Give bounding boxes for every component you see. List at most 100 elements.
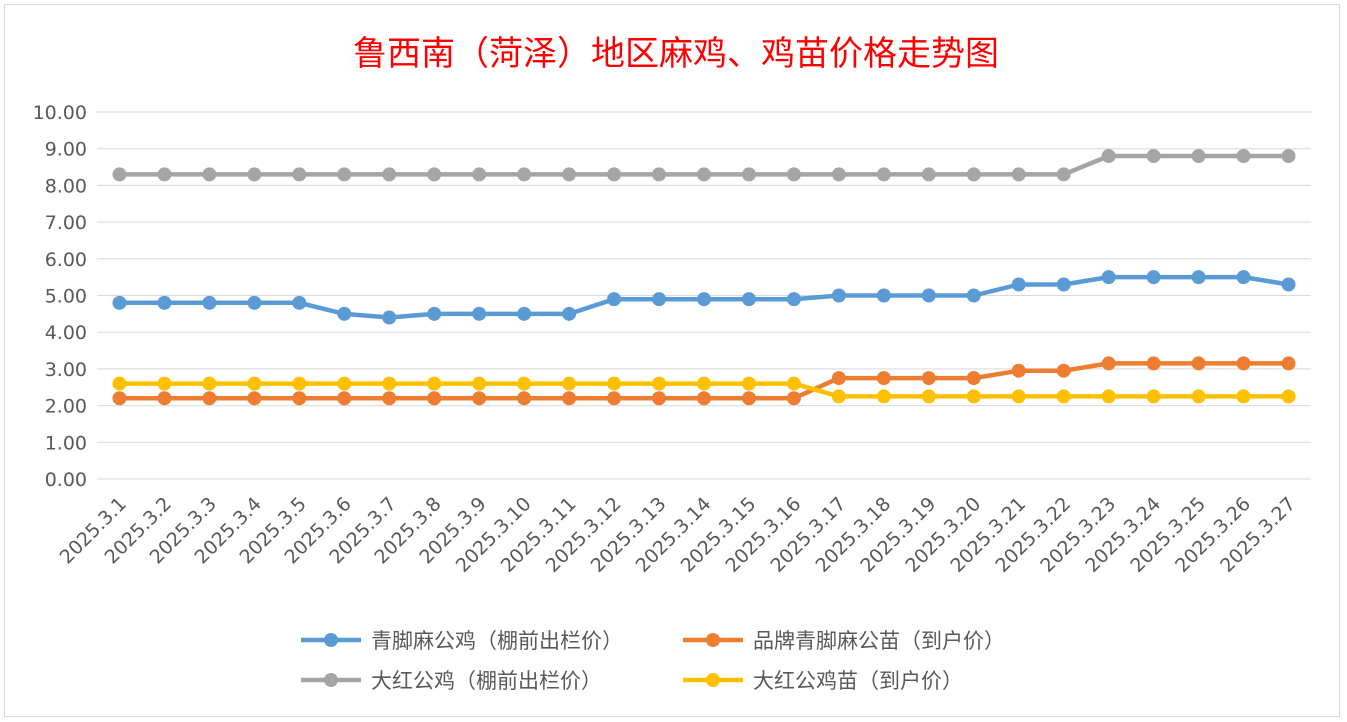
data-point [607,292,622,307]
data-point [697,292,711,307]
y-axis-tick-labels: 0.00 1.00 2.00 3.00 4.00 5.00 6.00 7.00 8.00 9.00… [33,102,87,491]
data-point [157,167,172,182]
y-tick-label: 5.00 [45,286,87,308]
data-point [1236,389,1251,404]
data-point [112,391,127,406]
data-point [786,292,801,307]
data-point [831,167,846,182]
data-point [382,376,397,391]
data-point [382,391,397,406]
data-point [202,391,217,406]
data-point [607,167,622,182]
legend-label: 大红公鸡苗（到户价） [753,669,963,693]
data-point [112,167,127,182]
data-point [876,167,891,182]
y-tick-label: 0.00 [45,469,87,491]
data-point [1011,167,1026,182]
data-point [1281,149,1296,164]
data-point [966,288,981,303]
legend-point-marker [706,633,720,647]
data-point [472,391,487,406]
data-point [517,391,532,406]
data-point [427,391,442,406]
data-point [292,391,307,406]
data-point [517,306,532,321]
data-point [831,389,846,404]
data-point [1011,277,1026,292]
y-tick-label: 4.00 [45,322,87,344]
data-point [607,376,622,391]
data-point [697,376,711,391]
data-point [247,295,262,310]
data-point [247,391,262,406]
data-point [1011,363,1026,378]
data-point [337,306,352,321]
legend-label: 青脚麻公鸡（棚前出栏价） [371,629,623,653]
y-tick-label: 2.00 [45,396,87,418]
data-point [247,376,262,391]
data-point [921,389,936,404]
data-point [157,376,172,391]
legend-item: 品牌青脚麻公苗（到户价） [683,629,1005,653]
data-point [1056,363,1071,378]
data-point [472,167,487,182]
legend-item: 大红公鸡苗（到户价） [683,669,963,693]
data-point [652,292,667,307]
y-tick-label: 8.00 [45,175,87,197]
chart-title: 鲁西南（菏泽）地区麻鸡、鸡苗价格走势图 [353,34,999,74]
data-point [741,167,756,182]
data-point [292,295,307,310]
data-point [247,167,262,182]
data-point [1281,277,1296,292]
legend: 青脚麻公鸡（棚前出栏价） 品牌青脚麻公苗（到户价） 大红公鸡（棚前出栏价） 大红公鸡苗… [301,629,1005,693]
y-tick-label: 9.00 [45,139,87,161]
data-point [786,376,801,391]
y-tick-label: 7.00 [45,212,87,234]
data-point [1146,149,1161,164]
data-point [876,389,891,404]
data-point [1146,270,1161,285]
y-tick-label: 3.00 [45,359,87,381]
data-point [427,306,442,321]
data-series [112,149,1296,406]
data-point [697,167,711,182]
data-point [741,376,756,391]
data-point [1056,167,1071,182]
data-point [337,376,352,391]
data-point [292,167,307,182]
series-4 [112,376,1296,404]
data-point [1236,356,1251,371]
data-point [1281,356,1296,371]
data-point [1011,389,1026,404]
legend-point-marker [324,633,338,647]
data-point [517,167,532,182]
data-point [157,295,172,310]
data-point [562,167,577,182]
data-point [921,288,936,303]
data-point [427,167,442,182]
y-tick-label: 1.00 [45,432,87,454]
data-point [1191,149,1206,164]
data-point [1101,389,1116,404]
legend-label: 大红公鸡（棚前出栏价） [371,669,602,693]
data-point [652,376,667,391]
data-point [202,167,217,182]
data-point [876,288,891,303]
data-point [741,292,756,307]
data-point [652,167,667,182]
line-chart: 鲁西南（菏泽）地区麻鸡、鸡苗价格走势图 0.00 1.00 2.00 3.00 4.00… [33,34,1311,693]
data-point [876,371,891,386]
data-point [472,306,487,321]
data-point [741,391,756,406]
data-point [1191,389,1206,404]
data-point [1191,356,1206,371]
data-point [562,306,577,321]
series-2 [112,356,1296,406]
data-point [1281,389,1296,404]
data-point [831,288,846,303]
data-point [1101,270,1116,285]
data-point [1236,270,1251,285]
series-3 [112,149,1296,182]
y-tick-label: 10.00 [33,102,87,124]
data-point [292,376,307,391]
